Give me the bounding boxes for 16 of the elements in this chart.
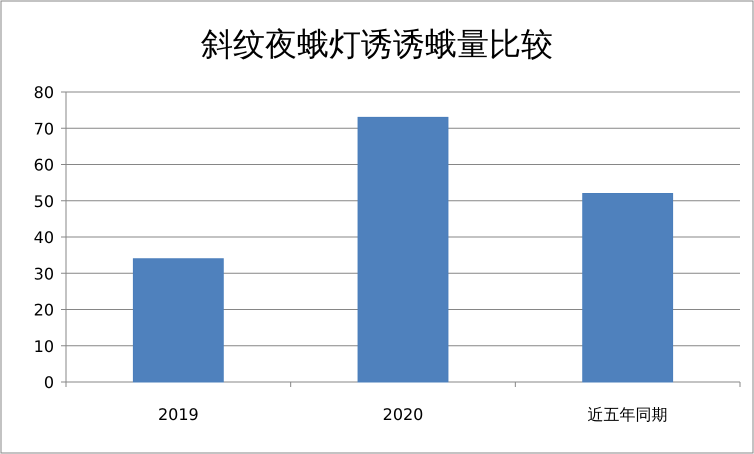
y-tick-label: 0 [44, 373, 54, 392]
y-tick-label: 70 [34, 119, 54, 138]
y-tick-label: 30 [34, 264, 54, 284]
x-tick-label: 2019 [158, 405, 199, 424]
y-tick-label: 40 [34, 228, 54, 247]
x-tick-label: 2020 [382, 405, 424, 424]
y-tick-label: 60 [34, 156, 54, 174]
y-tick-label: 20 [34, 300, 54, 320]
x-tick-label: 近五年同期 [588, 405, 668, 424]
y-tick-label: 50 [34, 192, 54, 211]
y-tick-label: 10 [34, 336, 54, 356]
y-tick-label: 80 [34, 83, 54, 102]
bar [132, 258, 224, 382]
bar [358, 116, 448, 382]
chart-title: 斜纹夜蛾灯诱诱蛾量比较 [201, 25, 553, 63]
bar [582, 193, 674, 382]
